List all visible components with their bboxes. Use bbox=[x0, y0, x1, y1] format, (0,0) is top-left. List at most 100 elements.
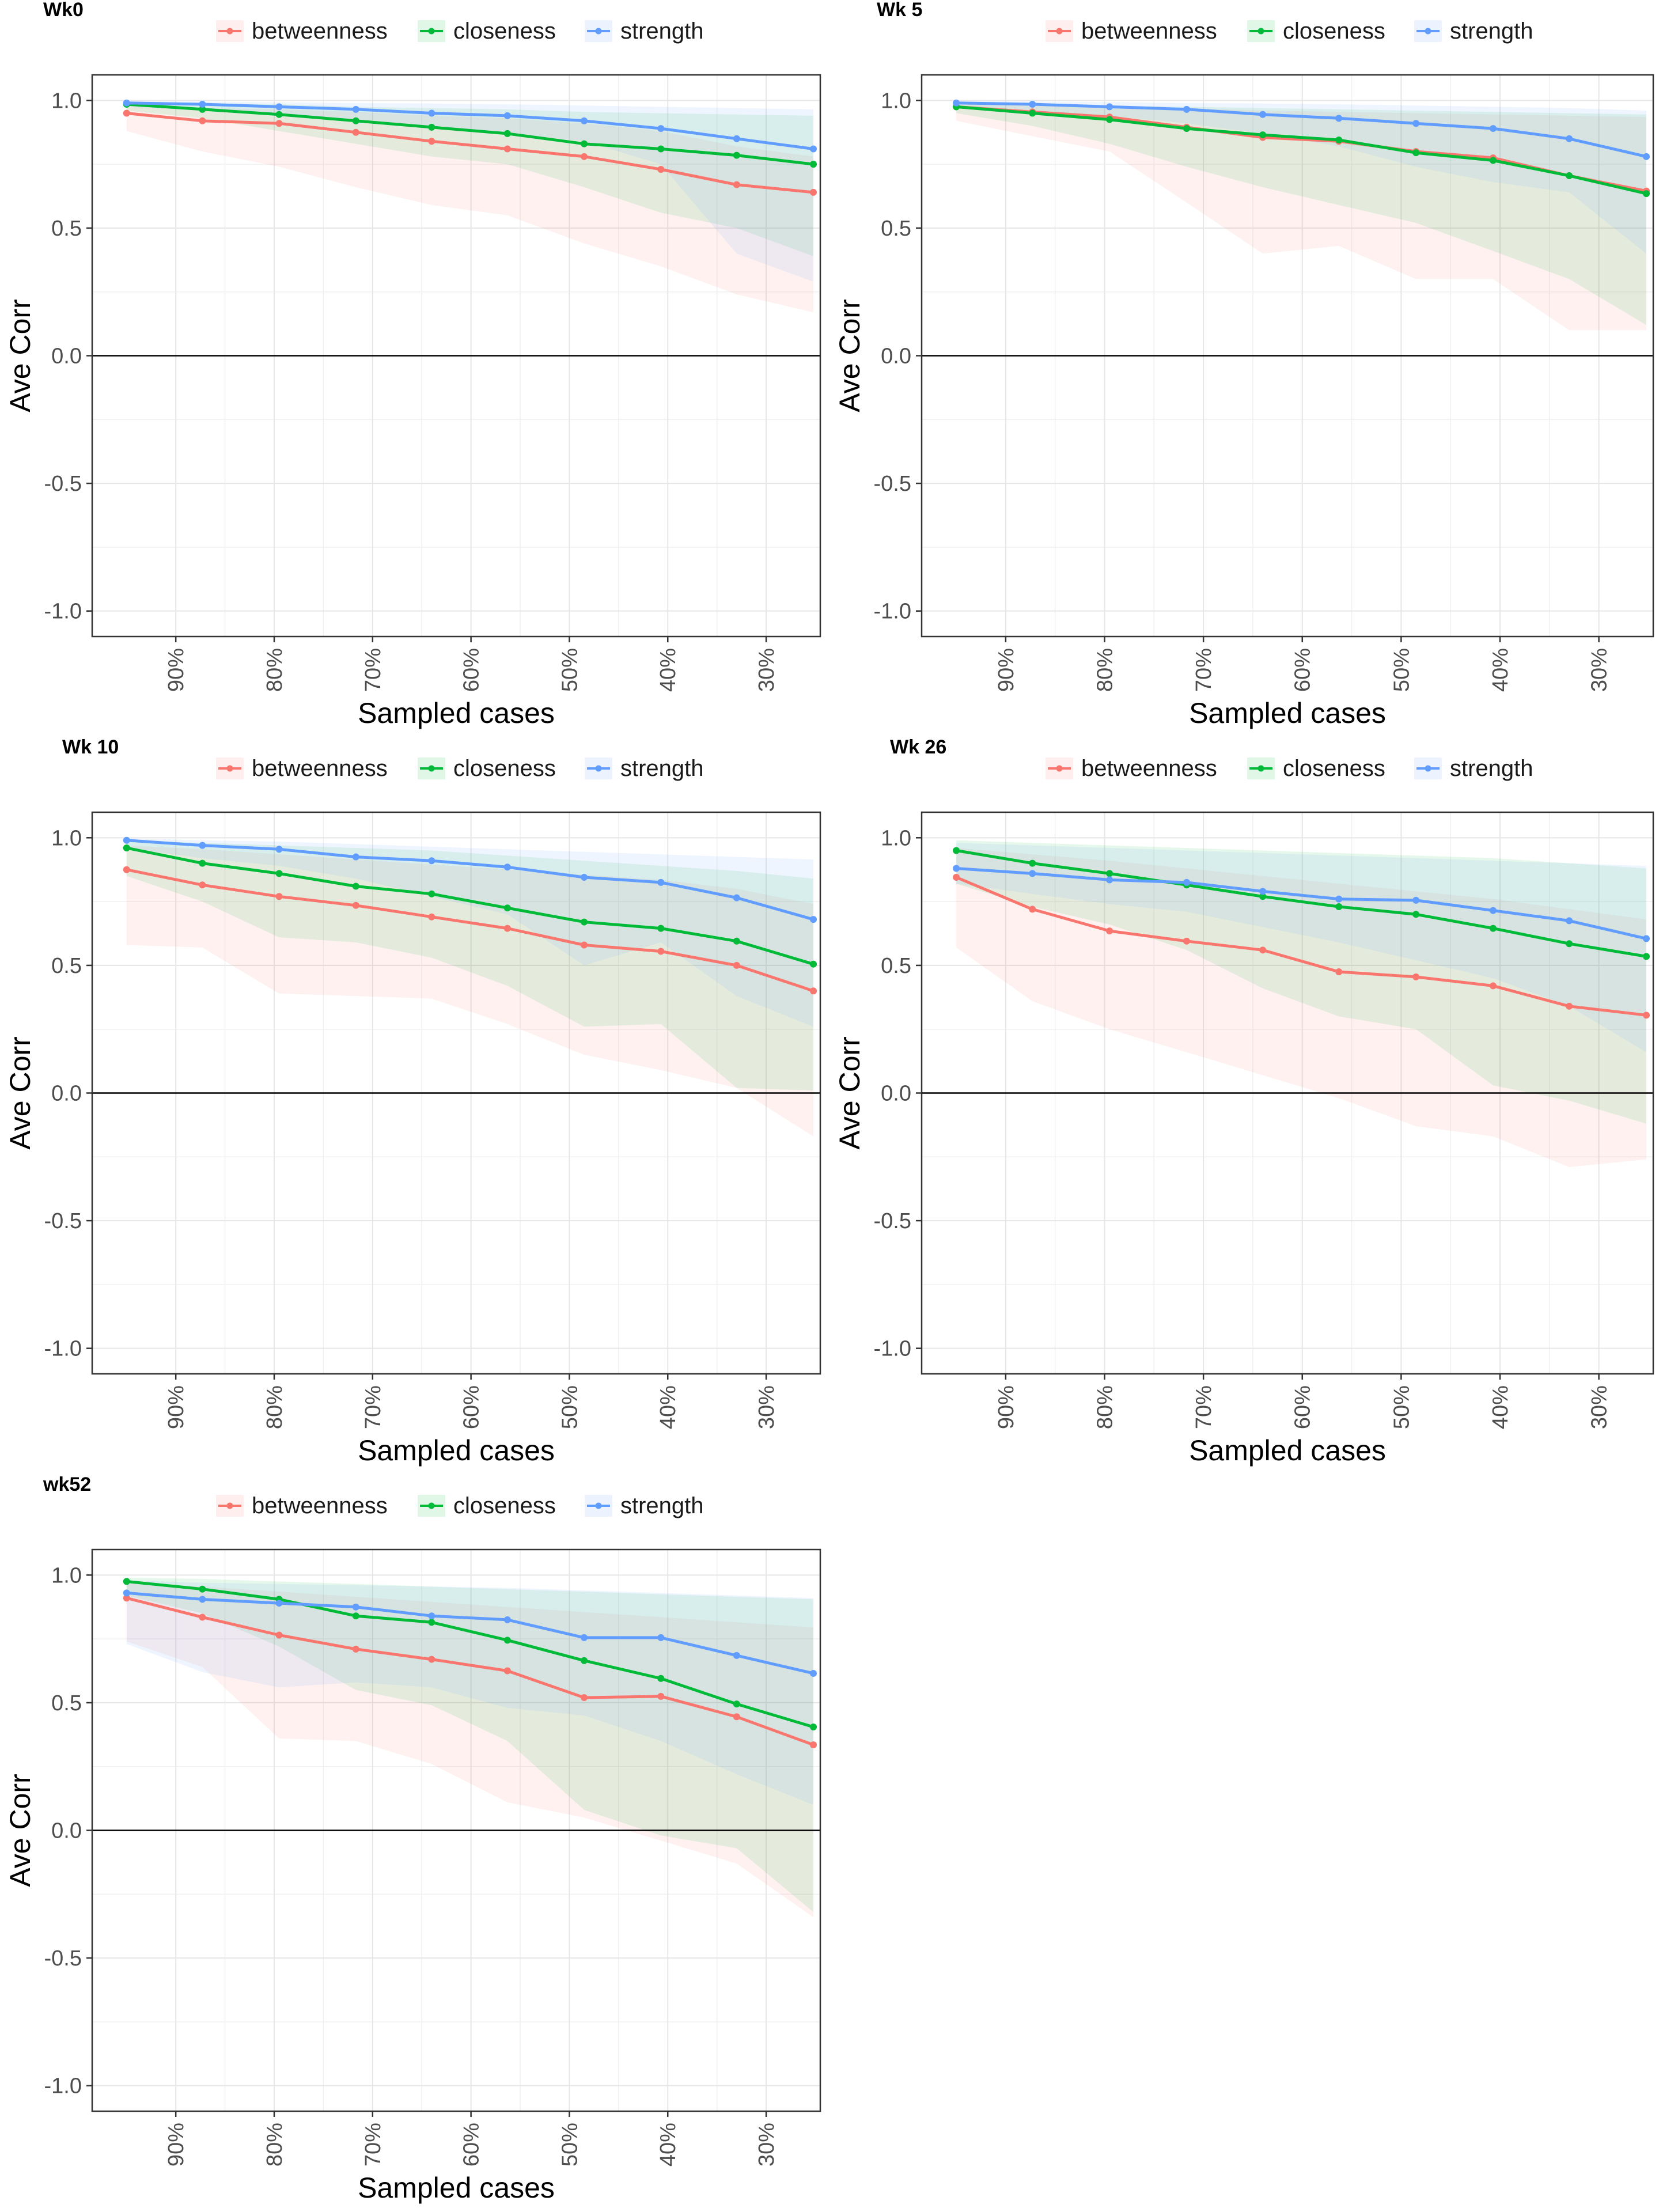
y-axis-title: Ave Corr bbox=[4, 1036, 36, 1149]
y-tick-label: 0.0 bbox=[881, 1082, 911, 1106]
point-strength bbox=[810, 916, 817, 923]
point-closeness bbox=[581, 140, 588, 147]
point-strength bbox=[581, 117, 588, 124]
legend-label-closeness: closeness bbox=[1283, 756, 1385, 781]
legend-label-betweenness: betweenness bbox=[1081, 756, 1217, 781]
point-closeness bbox=[810, 960, 817, 968]
point-betweenness bbox=[953, 874, 960, 881]
point-strength bbox=[503, 1616, 511, 1623]
point-strength bbox=[1259, 111, 1267, 118]
x-axis-title: Sampled cases bbox=[1189, 697, 1386, 729]
point-closeness bbox=[503, 904, 511, 912]
point-betweenness bbox=[1106, 927, 1113, 935]
x-tick-label: 30% bbox=[755, 2123, 779, 2166]
x-tick-label: 50% bbox=[558, 648, 582, 692]
point-betweenness bbox=[581, 941, 588, 949]
line-betweenness bbox=[126, 1596, 814, 1747]
point-betweenness bbox=[199, 881, 206, 889]
point-strength bbox=[503, 863, 511, 871]
y-tick-label: -1.0 bbox=[874, 600, 911, 624]
x-tick-label: 40% bbox=[1488, 648, 1513, 692]
point-strength bbox=[733, 1652, 740, 1659]
x-tick-label: 60% bbox=[1291, 648, 1315, 692]
point-closeness bbox=[1183, 125, 1190, 132]
point-strength bbox=[1335, 115, 1343, 122]
chart-title: Wk0 bbox=[43, 0, 84, 21]
point-closeness bbox=[733, 1700, 740, 1708]
point-strength bbox=[953, 865, 960, 872]
point-betweenness bbox=[810, 188, 817, 196]
legend-marker-strength bbox=[1425, 28, 1431, 35]
y-tick-label: -0.5 bbox=[44, 1946, 82, 1971]
point-closeness bbox=[581, 1657, 588, 1664]
point-strength bbox=[657, 878, 665, 886]
point-closeness bbox=[1412, 911, 1420, 918]
x-tick-label: 70% bbox=[1192, 1385, 1216, 1429]
point-strength bbox=[1029, 870, 1036, 877]
x-tick-label: 50% bbox=[1389, 648, 1414, 692]
chart-panel-4: wk52 betweenness closeness strength 1.0 0.5 0.… bbox=[4, 1474, 821, 2204]
chart-title: wk52 bbox=[43, 1474, 91, 1495]
ribbon-betweenness bbox=[126, 1582, 813, 1918]
point-strength bbox=[1106, 103, 1113, 111]
ribbon-betweenness bbox=[956, 848, 1646, 1167]
point-betweenness bbox=[657, 1692, 665, 1700]
point-strength bbox=[352, 853, 359, 861]
x-tick-label: 70% bbox=[361, 648, 385, 692]
point-betweenness bbox=[1029, 906, 1036, 913]
y-axis-title: Ave Corr bbox=[834, 1036, 866, 1149]
point-strength bbox=[352, 105, 359, 113]
point-betweenness bbox=[275, 893, 283, 900]
point-strength bbox=[810, 1669, 817, 1677]
point-strength bbox=[581, 874, 588, 881]
point-closeness bbox=[581, 918, 588, 926]
legend-marker-strength bbox=[595, 765, 602, 772]
point-closeness bbox=[428, 123, 435, 131]
point-betweenness bbox=[733, 1713, 740, 1721]
point-closeness bbox=[1412, 149, 1420, 157]
x-tick-label: 90% bbox=[164, 1385, 188, 1429]
point-closeness bbox=[352, 882, 359, 890]
point-betweenness bbox=[199, 117, 206, 124]
point-betweenness bbox=[275, 1631, 283, 1639]
y-axis-title: Ave Corr bbox=[4, 299, 36, 412]
ribbon-closeness bbox=[126, 840, 813, 1091]
y-tick-label: 0.0 bbox=[51, 1082, 82, 1106]
x-tick-label: 60% bbox=[1291, 1385, 1315, 1429]
y-tick-label: 0.5 bbox=[881, 954, 911, 978]
line-strength bbox=[956, 867, 1647, 940]
legend-label-strength: strength bbox=[1450, 756, 1533, 781]
point-betweenness bbox=[1259, 946, 1267, 954]
x-tick-label: 80% bbox=[263, 648, 287, 692]
y-axis-title: Ave Corr bbox=[4, 1774, 36, 1887]
point-strength bbox=[1106, 876, 1113, 884]
point-strength bbox=[1566, 917, 1573, 925]
point-betweenness bbox=[503, 145, 511, 153]
point-closeness bbox=[733, 151, 740, 159]
line-betweenness bbox=[956, 876, 1647, 1017]
y-tick-label: -1.0 bbox=[44, 600, 82, 624]
x-tick-label: 30% bbox=[1588, 648, 1612, 692]
point-strength bbox=[352, 1603, 359, 1611]
point-closeness bbox=[123, 1578, 130, 1585]
point-closeness bbox=[352, 1612, 359, 1620]
point-betweenness bbox=[503, 1667, 511, 1675]
x-tick-label: 40% bbox=[656, 1385, 680, 1429]
legend-marker-closeness bbox=[428, 28, 435, 35]
point-betweenness bbox=[581, 1694, 588, 1702]
point-closeness bbox=[503, 1637, 511, 1644]
point-strength bbox=[1183, 878, 1190, 886]
x-tick-label: 50% bbox=[558, 1385, 582, 1429]
ribbon-betweenness bbox=[126, 105, 813, 313]
line-closeness bbox=[126, 1580, 814, 1729]
point-strength bbox=[1642, 935, 1650, 942]
point-strength bbox=[123, 836, 130, 844]
chart-panel-3: Wk 26 betweenness closeness strength 1.0 0.5 0… bbox=[834, 736, 1654, 1467]
point-closeness bbox=[1259, 131, 1267, 139]
point-strength bbox=[1412, 896, 1420, 904]
line-strength bbox=[126, 101, 814, 150]
y-tick-label: -1.0 bbox=[44, 1337, 82, 1361]
chart-panel-0: Wk0 betweenness closeness strength 1.0 0.5 0.0… bbox=[4, 0, 821, 729]
legend-label-strength: strength bbox=[620, 756, 704, 781]
legend-marker-closeness bbox=[428, 765, 435, 772]
